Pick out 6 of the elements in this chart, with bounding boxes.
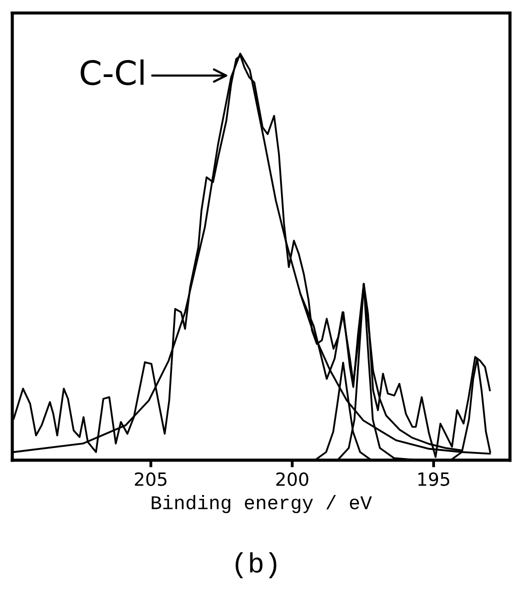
x-tick-label: 205 xyxy=(134,472,166,486)
x-axis-title: Binding energy / eV xyxy=(152,495,372,514)
x-tick-label: 195 xyxy=(418,472,450,486)
annotation: C-Cl xyxy=(80,59,144,86)
text: (b) xyxy=(236,552,276,578)
x-tick-label: 200 xyxy=(276,472,308,486)
